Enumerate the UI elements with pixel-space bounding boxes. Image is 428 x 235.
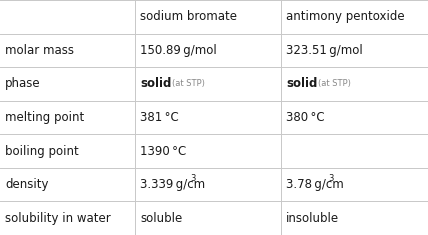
- Text: sodium bromate: sodium bromate: [140, 10, 237, 23]
- Text: solid: solid: [140, 77, 171, 90]
- Text: boiling point: boiling point: [5, 145, 79, 158]
- Text: (at STP): (at STP): [172, 79, 205, 88]
- Text: 3.78 g/cm: 3.78 g/cm: [286, 178, 344, 191]
- Text: 3: 3: [328, 174, 334, 183]
- Text: 323.51 g/mol: 323.51 g/mol: [286, 44, 363, 57]
- Text: 380 °C: 380 °C: [286, 111, 325, 124]
- Text: 3.339 g/cm: 3.339 g/cm: [140, 178, 205, 191]
- Text: phase: phase: [5, 77, 41, 90]
- Text: density: density: [5, 178, 49, 191]
- Text: 1390 °C: 1390 °C: [140, 145, 186, 158]
- Text: 381 °C: 381 °C: [140, 111, 179, 124]
- Text: solid: solid: [286, 77, 318, 90]
- Text: insoluble: insoluble: [286, 212, 339, 225]
- Text: solubility in water: solubility in water: [5, 212, 111, 225]
- Text: melting point: melting point: [5, 111, 84, 124]
- Text: (at STP): (at STP): [318, 79, 351, 88]
- Text: 150.89 g/mol: 150.89 g/mol: [140, 44, 217, 57]
- Text: soluble: soluble: [140, 212, 182, 225]
- Text: molar mass: molar mass: [5, 44, 74, 57]
- Text: 3: 3: [190, 174, 196, 183]
- Text: antimony pentoxide: antimony pentoxide: [286, 10, 405, 23]
